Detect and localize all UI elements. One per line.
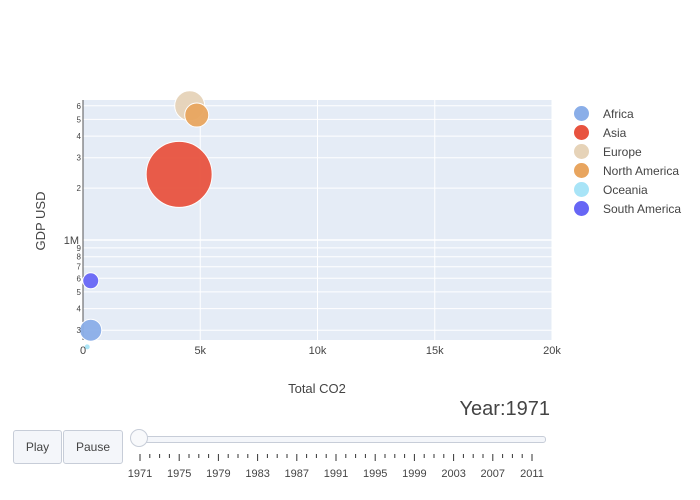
legend-swatch [574,125,589,140]
x-tick-label: 15k [426,345,444,357]
slider-tick-label: 2007 [481,468,505,480]
y-tick-label: 5 [77,288,82,297]
legend-swatch [574,144,589,159]
x-tick-labels: 0 5k 10k 15k 20k [80,345,561,357]
legend-label: Oceania [603,182,648,197]
legend-item-north-america[interactable]: North America [572,161,681,180]
legend-label: South America [603,201,682,216]
legend-item-asia[interactable]: Asia [572,123,681,142]
slider-tick-label: 2011 [520,468,544,480]
legend-swatch [574,163,589,178]
y-tick-label: 2 [77,184,82,193]
y-tick-label: 7 [77,263,82,272]
slider-tick-label: 2003 [441,468,465,480]
y-tick-label: 9 [77,244,82,253]
legend-swatch [574,106,589,121]
x-tick-label: 0 [80,345,86,357]
y-tick-label: 6 [77,102,82,111]
y-tick-labels: 3 4 5 6 789 2 3 4 5 6 1M [64,102,82,335]
legend-item-africa[interactable]: Africa [572,104,681,123]
y-tick-label: 4 [77,132,82,141]
slider-tick-label: 1991 [324,468,348,480]
legend-label: Asia [603,125,627,140]
slider-tick-label: 1983 [245,468,269,480]
pause-button[interactable]: Pause [63,430,123,464]
bubble-north-america [184,102,210,128]
year-slider-track[interactable] [140,436,546,443]
year-slider-handle[interactable] [130,429,148,447]
slider-tick-label: 1995 [363,468,387,480]
y-tick-label: 4 [77,305,82,314]
x-tick-label: 20k [543,345,561,357]
legend-item-europe[interactable]: Europe [572,142,681,161]
legend-label: Europe [603,144,642,159]
y-tick-label: 1M [64,235,79,247]
slider-tick-label: 1979 [206,468,230,480]
play-button[interactable]: Play [13,430,62,464]
legend-item-south-america[interactable]: South America [572,199,681,218]
legend-swatch [574,201,589,216]
legend: Africa Asia Europe North America Oceania Sout… [572,104,681,218]
y-tick-label: 5 [77,115,82,124]
legend-swatch [574,182,589,197]
x-tick-label: 10k [309,345,327,357]
slider-tick-label: 1987 [285,468,309,480]
slider-tick-label: 1999 [402,468,426,480]
slider-ticks: 1971 1975 1979 1983 1987 1991 1995 1999 2003 2007… [128,454,544,480]
legend-label: North America [603,163,680,178]
bubble-africa [79,318,103,342]
y-tick-label: 6 [77,274,82,283]
y-axis-title: GDP USD [33,192,48,251]
x-tick-label: 5k [194,345,206,357]
current-year-label: Year:1971 [459,398,550,420]
legend-label: Africa [603,106,634,121]
legend-item-oceania[interactable]: Oceania [572,180,681,199]
y-tick-label: 3 [77,154,82,163]
slider-tick-label: 1975 [167,468,191,480]
bubble-asia [145,140,213,208]
y-tick-label: 8 [77,253,82,262]
bubble-oceania [83,343,91,351]
slider-tick-label: 1971 [128,468,152,480]
bubble-south-america [82,272,100,290]
bubbles [79,90,213,351]
grid-lines [82,100,553,340]
y-tick-label: 3 [77,326,82,335]
x-axis-title: Total CO2 [288,381,346,396]
